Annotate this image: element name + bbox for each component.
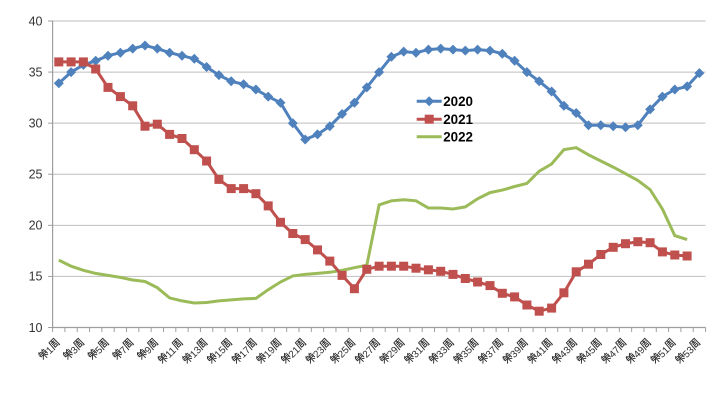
svg-text:15: 15 [29, 270, 43, 284]
svg-text:20: 20 [29, 219, 43, 233]
svg-text:25: 25 [29, 168, 43, 182]
svg-text:10: 10 [29, 321, 43, 335]
svg-text:40: 40 [29, 14, 43, 28]
svg-text:35: 35 [29, 65, 43, 79]
svg-text:2022: 2022 [443, 129, 473, 144]
svg-text:2021: 2021 [443, 112, 473, 127]
svg-text:2020: 2020 [443, 94, 473, 109]
svg-text:30: 30 [29, 117, 43, 131]
